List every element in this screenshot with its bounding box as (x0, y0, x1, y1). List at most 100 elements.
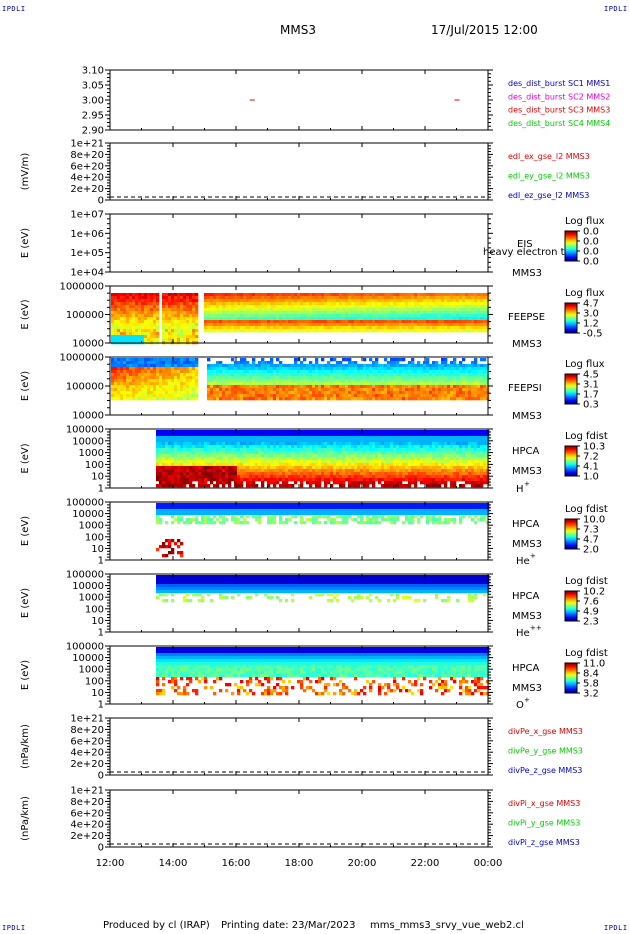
spectrogram-cell (174, 317, 178, 321)
spectrogram-cell (240, 475, 244, 479)
spectrogram-cell (414, 305, 418, 309)
spectrogram-cell (330, 460, 334, 464)
spectrogram-cell (420, 308, 424, 312)
spectrogram-cell (195, 436, 199, 440)
spectrogram-cell (381, 308, 385, 312)
spectrogram-cell (225, 448, 229, 452)
spectrogram-cell (315, 484, 319, 488)
spectrogram-cell (144, 296, 148, 300)
spectrogram-cell (339, 433, 343, 437)
spectrogram-cell (279, 317, 283, 321)
spectrogram-cell (141, 370, 145, 374)
spectrogram-cell (336, 475, 340, 479)
spectrogram-cell (411, 376, 415, 380)
spectrogram-cell (174, 323, 178, 327)
spectrogram-cell (342, 466, 346, 470)
spectrogram-cell (285, 293, 289, 297)
spectrogram-cell (216, 397, 220, 401)
spectrogram-cell (195, 338, 199, 342)
spectrogram-cell (189, 484, 193, 488)
spectrogram-cell (321, 385, 325, 389)
spectrogram-cell (231, 370, 235, 374)
spectrogram-cell (315, 442, 319, 446)
spectrogram-cell (393, 302, 397, 306)
spectrogram-cell (471, 323, 475, 327)
spectrogram-cell (279, 385, 283, 389)
spectrogram-cell (285, 484, 289, 488)
spectrogram-cell (210, 436, 214, 440)
spectrogram-cell (207, 394, 211, 398)
spectrogram-cell (309, 314, 313, 318)
spectrogram-cell (135, 302, 139, 306)
spectrogram-cell (282, 308, 286, 312)
spectrogram-cell (213, 323, 217, 327)
spectrogram-cell (267, 379, 271, 383)
spectrogram-cell (210, 460, 214, 464)
spectrogram-cell (261, 385, 265, 389)
spectrogram-cell (483, 367, 487, 371)
spectrogram-cell (117, 385, 121, 389)
spectrogram-cell (372, 326, 376, 330)
spectrogram-cell (372, 367, 376, 371)
spectrogram-cell (267, 308, 271, 312)
spectrogram-cell (222, 439, 226, 443)
spectrogram-cell (204, 478, 208, 482)
spectrogram-cell (390, 394, 394, 398)
spectrogram-cell (171, 367, 175, 371)
spectrogram-cell (231, 457, 235, 461)
spectrogram-cell (156, 484, 160, 488)
spectrogram-cell (213, 367, 217, 371)
spectrogram-cell (420, 370, 424, 374)
spectrogram-cell (420, 326, 424, 330)
spectrogram-cell (231, 364, 235, 368)
spectrogram-cell (165, 391, 169, 395)
spectrogram-cell (240, 469, 244, 473)
spectrogram-cell (249, 481, 253, 485)
spectrogram-cell (456, 376, 460, 380)
spectrogram-cell (402, 305, 406, 309)
spectrogram-cell (300, 317, 304, 321)
spectrogram-cell (321, 457, 325, 461)
spectrogram-cell (216, 484, 220, 488)
spectrogram-cell (471, 391, 475, 395)
spectrogram-cell (120, 385, 124, 389)
spectrogram-cell (423, 293, 427, 297)
spectrogram-cell (324, 472, 328, 476)
spectrogram-cell (276, 314, 280, 318)
spectrogram-cell (324, 430, 328, 434)
spectrogram-cell (207, 397, 211, 401)
spectrogram-cell (159, 478, 163, 482)
spectrogram-cell (249, 367, 253, 371)
spectrogram-cell (453, 358, 457, 362)
spectrogram-cell (177, 299, 181, 303)
spectrogram-cell (279, 326, 283, 330)
spectrogram-cell (366, 320, 370, 324)
spectrogram-cell (141, 305, 145, 309)
spectrogram-cell (147, 397, 151, 401)
spectrogram-cell (186, 439, 190, 443)
spectrogram-cell (366, 305, 370, 309)
spectrogram-cell (339, 311, 343, 315)
spectrogram-cell (117, 394, 121, 398)
spectrogram-cell (150, 296, 154, 300)
spectrogram-cell (375, 314, 379, 318)
spectrogram-cell (171, 448, 175, 452)
spectrogram-cell (126, 373, 130, 377)
spectrogram-cell (477, 379, 481, 383)
spectrogram-cell (402, 394, 406, 398)
spectrogram-cell (297, 391, 301, 395)
spectrogram-cell (294, 364, 298, 368)
spectrogram-cell (474, 305, 478, 309)
spectrogram-cell (162, 338, 166, 342)
spectrogram-cell (252, 469, 256, 473)
spectrogram-cell (411, 367, 415, 371)
spectrogram-cell (132, 367, 136, 371)
spectrogram-cell (471, 302, 475, 306)
spectrogram-cell (150, 370, 154, 374)
spectrogram-cell (342, 460, 346, 464)
spectrogram-cell (183, 451, 187, 455)
spectrogram-cell (321, 430, 325, 434)
spectrogram-cell (465, 308, 469, 312)
spectrogram-cell (345, 305, 349, 309)
spectrogram-cell (399, 364, 403, 368)
